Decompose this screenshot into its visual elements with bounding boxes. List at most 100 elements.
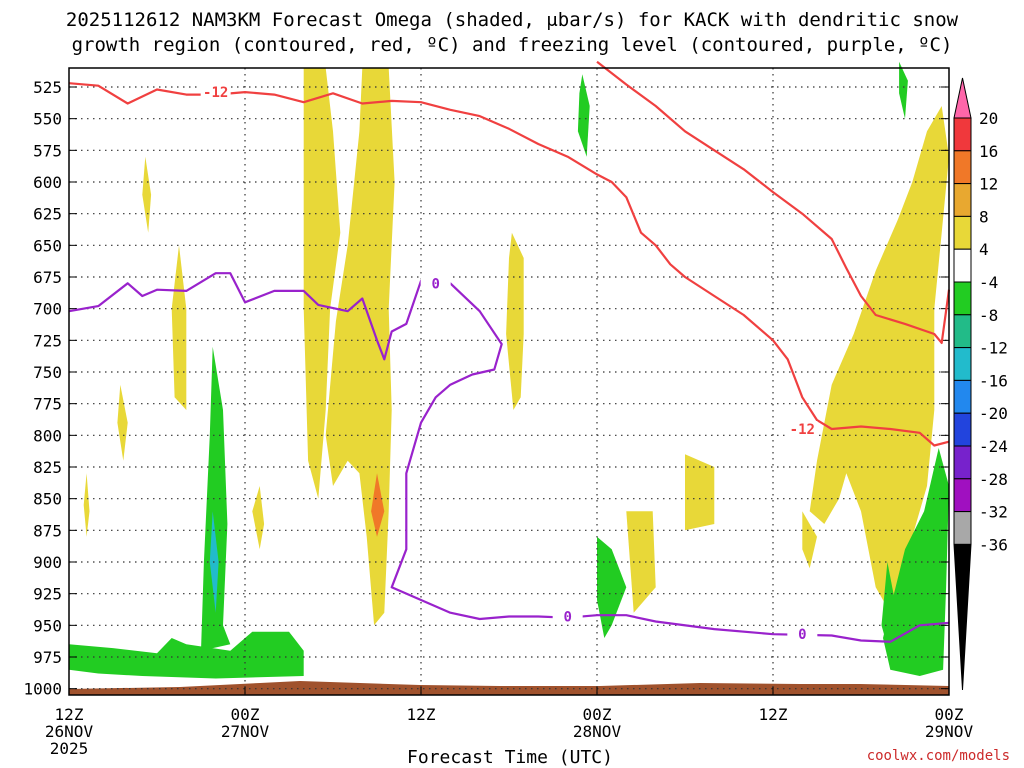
contour-label-bg bbox=[420, 275, 451, 291]
y-tick-label: 725 bbox=[33, 331, 62, 350]
omega-region-ascent-early-5 bbox=[83, 473, 90, 537]
y-tick-label: 825 bbox=[33, 458, 62, 477]
colorbar-segment bbox=[953, 117, 972, 152]
y-tick-label: 675 bbox=[33, 268, 62, 287]
colorbar: 20 16 12 8 4 -4 -8 -12 -16 -20 -24 -28 -32 -36 bbox=[953, 77, 1008, 691]
omega-region-ascent-early-4 bbox=[252, 486, 265, 550]
contour-label-freezing-level: 0 bbox=[798, 627, 806, 643]
x-tick-date-label: 27NOV bbox=[221, 722, 270, 741]
colorbar-segment bbox=[953, 183, 972, 217]
chart-title-line2: growth region (contoured, red, ºC) and f… bbox=[72, 34, 953, 56]
colorbar-label: -24 bbox=[979, 437, 1008, 456]
y-tick-label: 900 bbox=[33, 553, 62, 572]
omega-region-ascent-early-3 bbox=[142, 156, 152, 233]
colorbar-label: 4 bbox=[979, 240, 989, 259]
x-tick-date-label: 29NOV bbox=[925, 722, 974, 741]
omega-region-descent-1 bbox=[201, 346, 231, 651]
omega-region-descent-3 bbox=[597, 536, 627, 638]
colorbar-label: -32 bbox=[979, 503, 1008, 522]
colorbar-top-arrow bbox=[953, 77, 972, 119]
y-tick-label: 600 bbox=[33, 173, 62, 192]
colorbar-label: -20 bbox=[979, 404, 1008, 423]
contour-label-bg bbox=[787, 421, 818, 436]
colorbar-label: -36 bbox=[979, 535, 1008, 554]
y-tick-label: 750 bbox=[33, 363, 62, 382]
omega-region-descent-2 bbox=[69, 631, 304, 679]
x-tick-label: 00Z bbox=[231, 705, 260, 724]
credit-text: coolwx.com/models bbox=[867, 748, 1010, 764]
colorbar-segment bbox=[953, 347, 972, 381]
colorbar-label: -8 bbox=[979, 306, 998, 325]
contour-label-freezing-level: 0 bbox=[431, 276, 439, 292]
contour-label-freezing-level: 0 bbox=[563, 609, 571, 625]
omega-region-ascent-late bbox=[809, 106, 949, 613]
x-axis-title: Forecast Time (UTC) bbox=[407, 747, 613, 768]
colorbar-segment bbox=[953, 511, 972, 545]
y-tick-label: 850 bbox=[33, 490, 62, 509]
y-tick-label: 925 bbox=[33, 585, 62, 604]
x-tick-label: 12Z bbox=[55, 705, 84, 724]
y-tick-label: 1000 bbox=[23, 680, 62, 699]
contour-dgz-lower bbox=[596, 60, 951, 344]
colorbar-label: 8 bbox=[979, 207, 989, 226]
colorbar-label: -4 bbox=[979, 273, 998, 292]
omega-region-ascent-mid-2 bbox=[626, 511, 656, 613]
x-tick-label: 12Z bbox=[407, 705, 436, 724]
omega-region-ascent-core bbox=[371, 473, 385, 537]
colorbar-label: 16 bbox=[979, 142, 998, 161]
omega-region-descent-7 bbox=[881, 562, 895, 657]
colorbar-segment bbox=[953, 215, 972, 250]
y-tick-label: 800 bbox=[33, 426, 62, 445]
y-tick-label: 550 bbox=[33, 110, 62, 129]
colorbar-segment bbox=[953, 379, 972, 414]
y-tick-label: 700 bbox=[33, 300, 62, 319]
omega-region-ascent-column-1 bbox=[303, 68, 341, 499]
plot-area: 525 550 575 600 625 650 675 700 725 750 775 800 825 8… bbox=[23, 60, 974, 758]
omega-region-ascent-mid-1 bbox=[506, 232, 524, 410]
colorbar-label: -12 bbox=[979, 339, 1008, 358]
colorbar-segment bbox=[953, 314, 972, 349]
omega-region-ascent-mid-3 bbox=[685, 454, 715, 531]
colorbar-segment bbox=[953, 248, 972, 283]
colorbar-segment bbox=[953, 281, 972, 316]
x-tick-date-label: 28NOV bbox=[573, 722, 622, 741]
colorbar-label: -16 bbox=[979, 371, 1008, 390]
y-tick-label: 875 bbox=[33, 521, 62, 540]
colorbar-label: -28 bbox=[979, 470, 1008, 489]
y-tick-label: 650 bbox=[33, 236, 62, 255]
y-tick-label: 575 bbox=[33, 141, 62, 160]
x-tick-date-label: 26NOV bbox=[45, 722, 94, 741]
x-tick-year-label: 2025 bbox=[50, 739, 89, 758]
colorbar-bottom-arrow bbox=[953, 543, 972, 691]
x-tick-label: 00Z bbox=[935, 705, 964, 724]
colorbar-label: 20 bbox=[979, 109, 998, 128]
contour-dgz-upper bbox=[68, 82, 950, 447]
contour-label-dgz-upper: -12 bbox=[790, 422, 815, 438]
contour-label-bg bbox=[552, 608, 583, 624]
omega-region-ascent-early-1 bbox=[171, 245, 187, 410]
contour-label-bg bbox=[787, 626, 818, 642]
plot-frame bbox=[68, 67, 950, 696]
omega-region-ascent-mid-4 bbox=[802, 511, 817, 569]
contour-label-bg bbox=[200, 84, 231, 100]
y-tick-label: 950 bbox=[33, 616, 62, 635]
chart-title-line1: 2025112612 NAM3KM Forecast Omega (shaded… bbox=[66, 9, 959, 31]
omega-region-descent-4 bbox=[577, 74, 590, 157]
omega-region-descent-5 bbox=[899, 61, 908, 119]
omega-region-ascent-column-2 bbox=[325, 68, 395, 626]
colorbar-segment bbox=[953, 445, 972, 480]
omega-region-ascent-early-2 bbox=[117, 384, 128, 461]
x-tick-label: 12Z bbox=[759, 705, 788, 724]
contour-label-dgz-upper: -12 bbox=[203, 85, 228, 101]
contour-freezing-level bbox=[68, 272, 950, 643]
colorbar-segment bbox=[953, 150, 972, 185]
y-tick-label: 775 bbox=[33, 395, 62, 414]
colorbar-label: 12 bbox=[979, 175, 998, 194]
x-tick-label: 00Z bbox=[583, 705, 612, 724]
y-tick-label: 975 bbox=[33, 648, 62, 667]
y-tick-label: 625 bbox=[33, 205, 62, 224]
colorbar-segment bbox=[953, 478, 972, 513]
colorbar-segment bbox=[953, 412, 972, 447]
y-tick-label: 525 bbox=[33, 78, 62, 97]
